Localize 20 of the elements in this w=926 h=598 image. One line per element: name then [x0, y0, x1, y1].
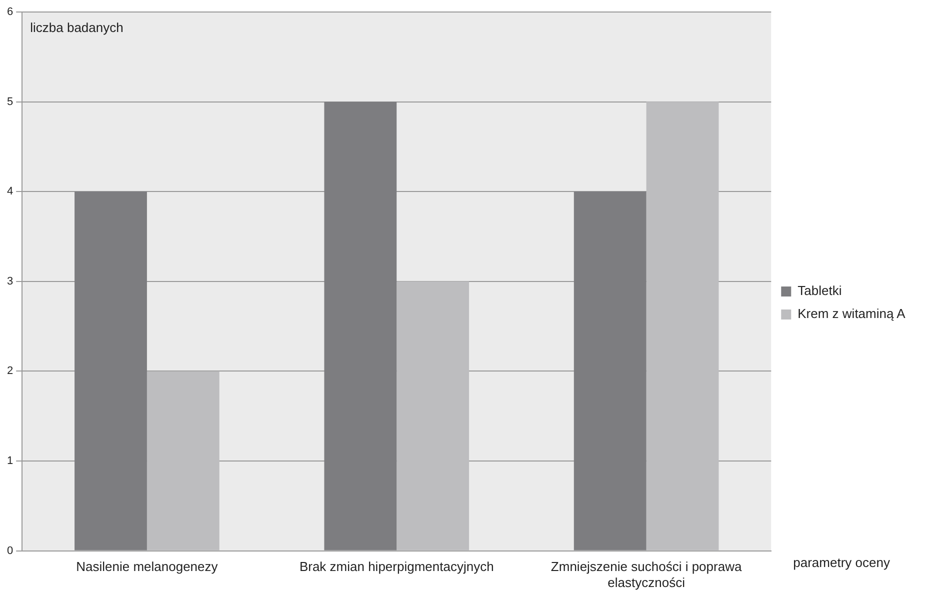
bar	[146, 371, 220, 550]
bar	[574, 192, 646, 550]
legend-label: Tabletki	[798, 283, 842, 298]
legend-label: Krem z witaminą A	[798, 306, 906, 322]
y-tick-label: 0	[6, 544, 14, 557]
y-tick-label: 3	[6, 275, 14, 288]
y-tick-label: 5	[6, 96, 14, 108]
x-tick-label: Nasilenie melanogenezy	[76, 559, 218, 574]
x-tick-label: Brak zmian hiperpigmentacyjnych	[299, 559, 494, 574]
y-tick-label: 6	[6, 6, 14, 18]
y-tick-label: 1	[6, 455, 14, 468]
y-axis-title: liczba badanych	[30, 20, 124, 36]
y-tick-label: 2	[6, 365, 14, 378]
x-tick-label: Zmniejszenie suchości i poprawa elastyczności	[550, 559, 742, 590]
bar	[74, 192, 147, 550]
x-axis-title: parametry oceny	[793, 554, 890, 570]
y-tick-label: 4	[6, 186, 14, 198]
bar	[646, 102, 719, 550]
bar	[324, 102, 397, 550]
bar	[396, 281, 470, 550]
